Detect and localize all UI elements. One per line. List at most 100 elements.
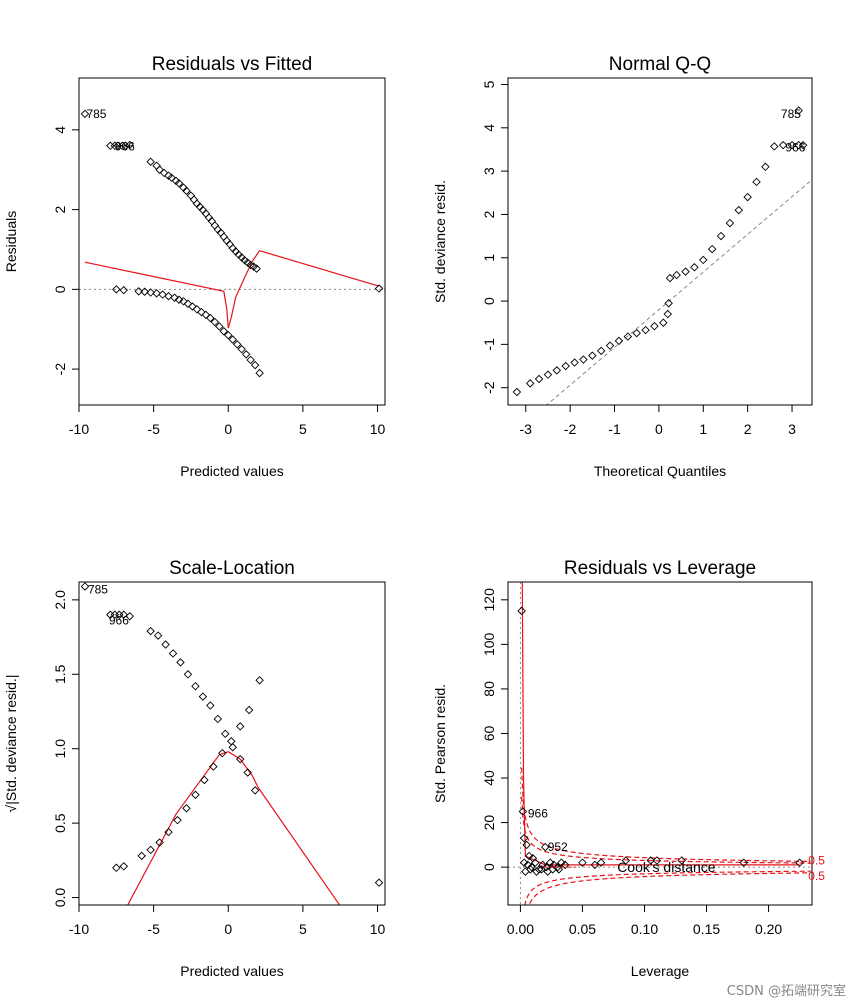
data-point xyxy=(106,141,115,151)
legend-label: Cook's distance xyxy=(617,859,716,875)
data-point xyxy=(548,865,557,874)
x-tick-label: 0.10 xyxy=(631,921,658,937)
data-point xyxy=(158,290,167,299)
data-point xyxy=(512,387,522,397)
qq-reference-line xyxy=(545,179,812,405)
data-point xyxy=(189,195,199,204)
data-point xyxy=(161,640,170,649)
data-point xyxy=(778,140,788,150)
x-tick-label: 0.00 xyxy=(507,921,534,937)
point-annotation: 785 xyxy=(88,582,108,596)
cooks-distance-contour xyxy=(521,796,811,864)
data-point xyxy=(519,833,529,843)
data-point xyxy=(250,360,260,370)
data-point xyxy=(752,177,761,187)
x-tick-label: -3 xyxy=(520,421,533,437)
data-point xyxy=(206,701,215,710)
data-point xyxy=(560,860,570,870)
data-point xyxy=(596,858,606,867)
data-point xyxy=(538,860,547,870)
data-point xyxy=(159,168,169,178)
data-point xyxy=(734,205,744,215)
point-annotation: 966 xyxy=(109,614,129,628)
x-tick-label: 0.20 xyxy=(755,921,782,937)
y-tick-label: 2 xyxy=(52,205,68,213)
point-annotation: 785 xyxy=(86,107,106,121)
y-tick-label: 2.0 xyxy=(52,590,68,610)
data-point xyxy=(561,361,570,371)
data-point xyxy=(152,289,161,298)
plot-area xyxy=(80,582,384,905)
data-point xyxy=(206,313,215,323)
data-point xyxy=(173,815,182,825)
y-tick-label: 60 xyxy=(481,725,497,741)
y-tick-label: 1 xyxy=(481,254,497,262)
data-point xyxy=(155,838,164,847)
data-point xyxy=(119,285,129,295)
cooks-distance-contour xyxy=(528,872,811,905)
data-point xyxy=(665,273,675,283)
data-point xyxy=(119,610,129,619)
data-point xyxy=(164,291,173,301)
y-tick-label: 2 xyxy=(481,210,497,218)
data-point xyxy=(540,842,550,852)
data-point xyxy=(112,863,121,873)
data-point xyxy=(182,804,191,813)
smooth-line xyxy=(521,582,800,866)
data-point xyxy=(167,173,176,182)
chart-title: Normal Q-Q xyxy=(609,54,711,75)
data-point xyxy=(794,106,803,115)
data-point xyxy=(374,878,384,887)
data-point xyxy=(201,310,211,320)
y-axis-label: Std. deviance resid. xyxy=(432,180,448,303)
data-point xyxy=(681,267,690,276)
data-point xyxy=(623,332,633,341)
x-tick-label: -2 xyxy=(564,421,577,437)
y-tick-label: 100 xyxy=(481,632,497,656)
data-point xyxy=(140,287,149,296)
data-point xyxy=(198,692,208,701)
data-point xyxy=(716,231,726,241)
data-point xyxy=(153,631,163,640)
data-point xyxy=(578,858,587,867)
data-point xyxy=(761,162,770,172)
data-point xyxy=(80,582,90,591)
x-tick-label: 10 xyxy=(370,921,386,937)
y-tick-label: -2 xyxy=(52,363,68,376)
point-annotation: 966 xyxy=(528,807,548,821)
data-point xyxy=(137,851,146,861)
data-point xyxy=(795,858,804,867)
data-point xyxy=(235,754,245,764)
panel-resid_leverage: Residuals vs Leverage Leverage Std. Pearso… xyxy=(432,558,825,979)
data-point xyxy=(235,722,245,731)
data-point xyxy=(553,862,562,872)
y-tick-label: 0 xyxy=(481,297,497,305)
x-tick-label: 10 xyxy=(370,421,386,437)
x-axis-label: Theoretical Quantiles xyxy=(594,463,726,479)
data-point xyxy=(155,165,164,174)
y-tick-label: 5 xyxy=(481,80,497,88)
chart-title: Scale-Location xyxy=(169,558,295,579)
data-point xyxy=(237,344,246,354)
y-tick-label: -2 xyxy=(481,381,497,394)
data-point xyxy=(182,186,191,196)
data-point xyxy=(739,858,748,867)
data-point xyxy=(246,355,255,365)
data-point xyxy=(690,263,699,272)
data-point xyxy=(200,775,209,785)
data-point xyxy=(174,179,184,188)
data-point xyxy=(179,297,188,306)
data-point xyxy=(542,862,551,872)
data-point xyxy=(552,366,562,375)
y-tick-label: 1.5 xyxy=(52,664,68,684)
data-point xyxy=(699,255,708,265)
data-point xyxy=(590,860,600,870)
x-tick-label: 0 xyxy=(224,921,232,937)
data-point xyxy=(579,355,588,364)
data-point xyxy=(244,705,254,715)
data-point xyxy=(525,379,535,388)
data-point xyxy=(255,368,264,378)
data-point xyxy=(174,295,184,304)
data-point xyxy=(770,142,779,151)
plot-frame xyxy=(78,581,386,906)
